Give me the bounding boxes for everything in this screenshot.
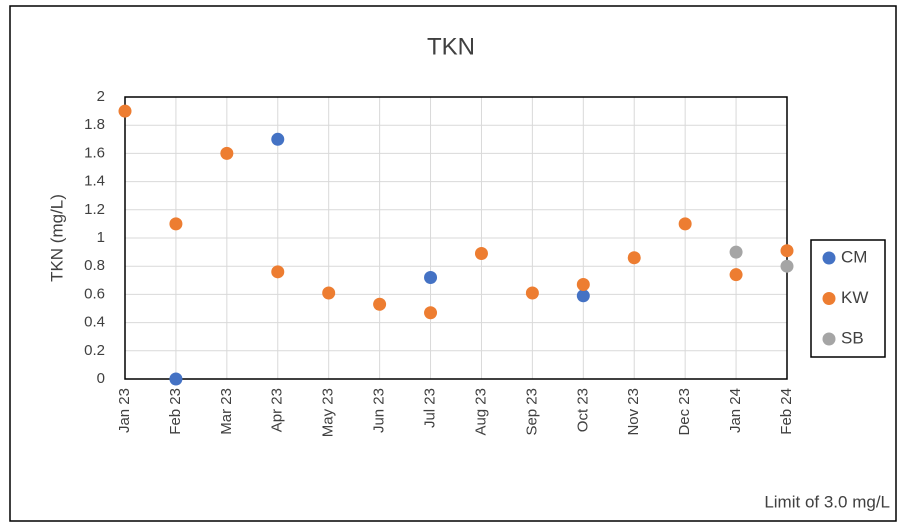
y-tick-label: 1.4 xyxy=(84,173,105,190)
plot-frame xyxy=(124,96,788,380)
legend-swatch xyxy=(822,292,836,305)
legend-label: KW xyxy=(841,288,868,307)
point xyxy=(118,104,132,118)
y-tick-label: 0.4 xyxy=(84,314,105,331)
point xyxy=(322,286,336,300)
x-tick-label: Apr 23 xyxy=(269,388,286,432)
chart-frame xyxy=(9,5,897,522)
legend-label: CM xyxy=(841,247,867,266)
x-tick-label: Jan 24 xyxy=(727,388,744,433)
y-tick-label: 2 xyxy=(97,88,105,105)
y-tick-label: 0 xyxy=(97,370,105,387)
legend-swatch xyxy=(822,251,836,265)
point xyxy=(424,306,438,320)
chart-title: TKN xyxy=(427,33,475,60)
y-tick-label: 1 xyxy=(97,229,105,246)
x-tick-label: Dec 23 xyxy=(676,388,693,436)
point xyxy=(169,372,183,386)
point xyxy=(729,245,743,259)
y-tick-label: 0.6 xyxy=(84,285,105,302)
y-tick-label: 1.6 xyxy=(84,144,105,161)
x-tick-label: Sep 23 xyxy=(523,388,540,436)
x-tick-label: Nov 23 xyxy=(625,388,642,436)
y-axis-label: TKN (mg/L) xyxy=(47,194,66,282)
y-tick-label: 1.2 xyxy=(84,201,105,218)
legend-label: SB xyxy=(841,328,864,347)
legend-swatch xyxy=(822,332,836,346)
point xyxy=(271,265,285,279)
x-tick-label: Feb 24 xyxy=(778,388,795,435)
y-tick-label: 0.8 xyxy=(84,257,105,274)
point xyxy=(576,289,590,303)
x-tick-label: Jun 23 xyxy=(371,388,388,433)
x-tick-label: Aug 23 xyxy=(472,388,489,436)
point xyxy=(525,286,539,300)
y-tick-label: 1.8 xyxy=(84,116,105,133)
point xyxy=(474,247,488,261)
annotation: Limit of 3.0 mg/L xyxy=(764,492,890,511)
point xyxy=(627,251,641,265)
x-tick-label: Oct 23 xyxy=(574,388,591,432)
x-tick-label: Jul 23 xyxy=(422,388,439,428)
x-tick-label: Mar 23 xyxy=(218,388,235,435)
point xyxy=(169,217,183,231)
x-tick-label: Jan 23 xyxy=(116,388,133,433)
point xyxy=(220,146,234,160)
point xyxy=(271,132,285,146)
x-tick-label: Feb 23 xyxy=(167,388,184,435)
point xyxy=(424,270,438,284)
point xyxy=(780,244,794,258)
y-tick-label: 0.2 xyxy=(84,342,105,359)
x-tick-label: May 23 xyxy=(320,388,337,437)
point xyxy=(729,268,743,282)
point xyxy=(678,217,692,231)
point xyxy=(576,278,590,292)
point xyxy=(373,297,387,311)
point xyxy=(780,259,794,273)
